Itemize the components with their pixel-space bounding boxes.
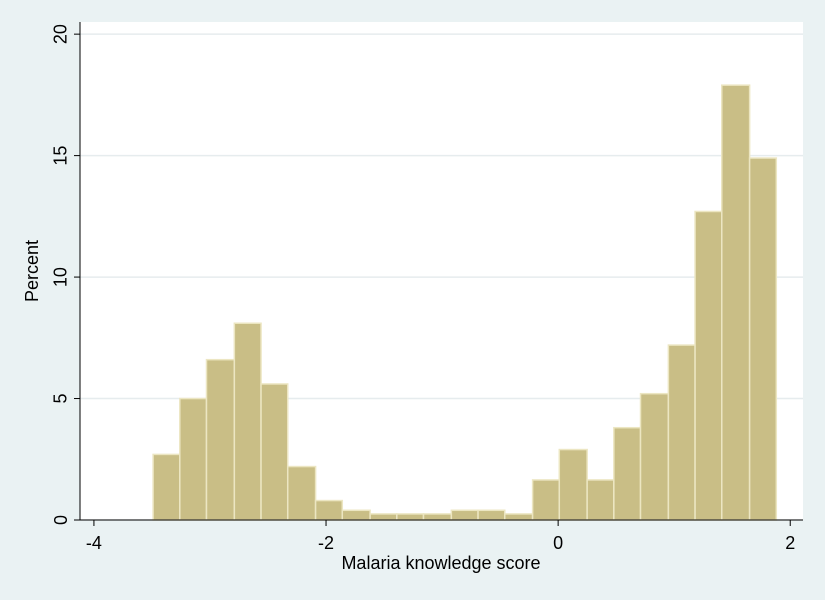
bar	[639, 392, 670, 521]
bar	[260, 383, 289, 521]
bar	[396, 513, 425, 521]
bar	[748, 157, 778, 521]
y-tick-label: 20	[51, 24, 71, 44]
bar	[477, 509, 506, 521]
y-axis-title: Percent	[22, 240, 42, 302]
bar	[613, 426, 642, 521]
bar	[694, 210, 723, 521]
x-tick-label: -4	[86, 533, 102, 553]
bar	[422, 513, 453, 521]
bar	[205, 358, 236, 521]
bar	[314, 499, 344, 521]
bar	[341, 509, 371, 521]
bar	[586, 479, 615, 521]
y-tick-label: 10	[51, 267, 71, 287]
bar	[450, 509, 479, 521]
y-tick-label: 15	[51, 146, 71, 166]
bar	[558, 448, 588, 521]
x-axis-title: Malaria knowledge score	[341, 553, 540, 573]
bar	[369, 513, 398, 521]
x-tick-label: 0	[553, 533, 563, 553]
bar	[152, 453, 181, 521]
bar	[233, 322, 262, 521]
bar	[179, 397, 208, 521]
bar	[667, 344, 696, 521]
y-tick-label: 0	[51, 515, 71, 525]
bar	[503, 513, 534, 521]
bar	[531, 479, 561, 521]
y-tick-label: 5	[51, 394, 71, 404]
bar	[721, 84, 751, 521]
x-tick-label: 2	[785, 533, 795, 553]
x-tick-label: -2	[318, 533, 334, 553]
bar	[286, 465, 317, 521]
